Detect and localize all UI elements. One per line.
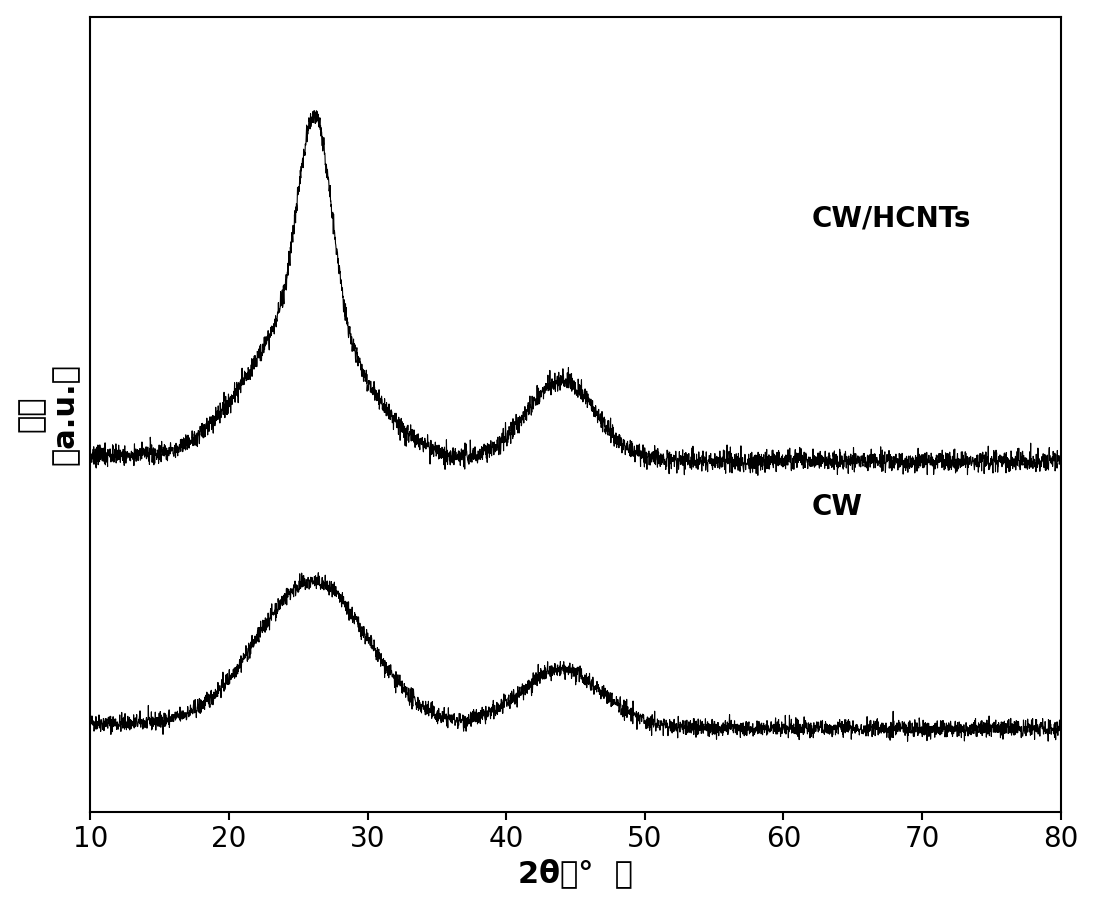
Y-axis label: 强度
（a.u.）: 强度 （a.u.） bbox=[16, 363, 79, 465]
Text: CW/HCNTs: CW/HCNTs bbox=[811, 205, 970, 233]
Text: CW: CW bbox=[811, 493, 862, 521]
X-axis label: 2θ（°  ）: 2θ（° ） bbox=[518, 859, 633, 889]
